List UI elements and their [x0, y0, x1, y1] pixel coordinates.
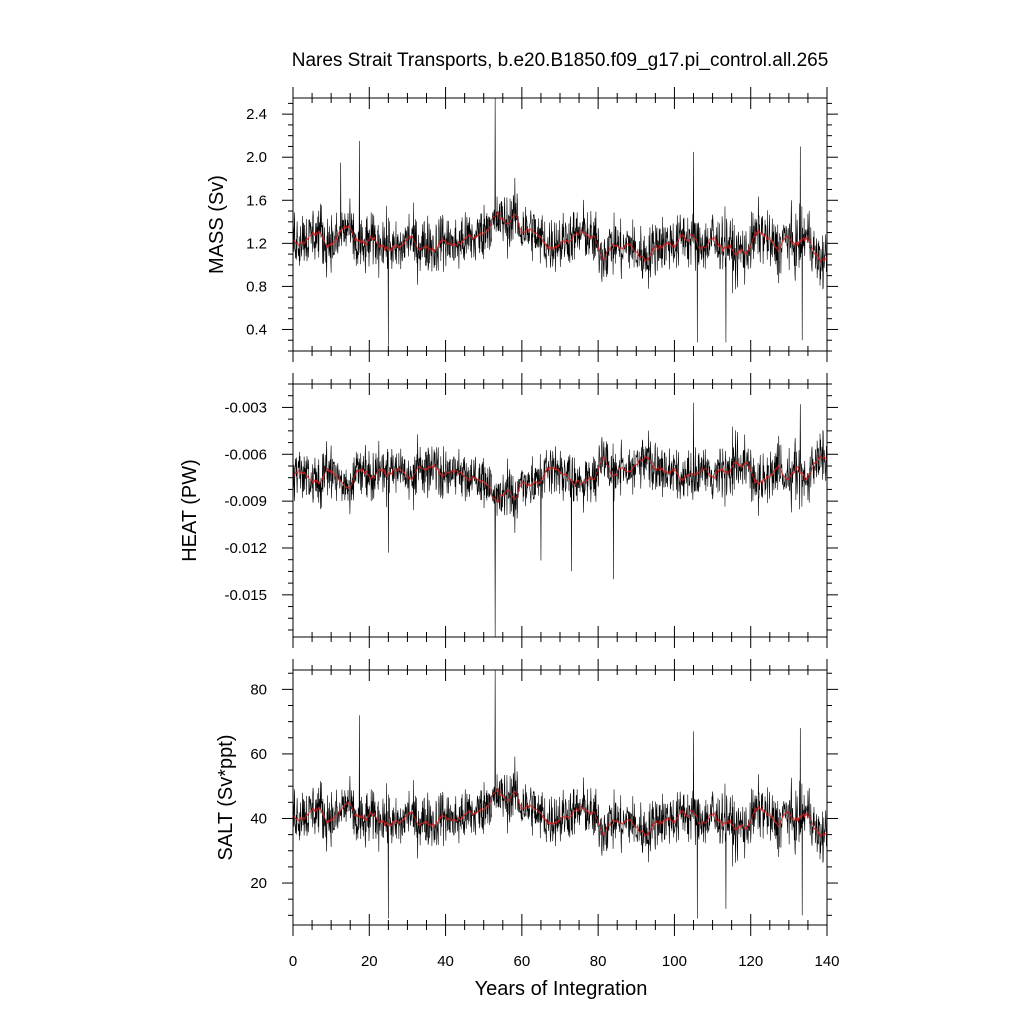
x-tick-label: 120 — [738, 953, 763, 970]
heat-panel: -0.003 -0.006 -0.009 -0.012 -0.015 HEAT (PW) — [179, 373, 838, 648]
x-tick-label: 60 — [514, 953, 531, 970]
panel-frame — [292, 383, 828, 638]
salt-panel: 20 40 60 80 SALT (Sv*ppt) — [215, 659, 838, 936]
series-monthly-line — [292, 402, 827, 638]
series-smoothed-line — [292, 454, 828, 504]
x-tick-label: 0 — [289, 953, 297, 970]
series-monthly-line — [292, 669, 827, 919]
x-axis-title: Years of Integration — [475, 978, 648, 1000]
y-tick-label: -0.009 — [224, 493, 267, 510]
y-tick-label: 0.8 — [246, 278, 267, 295]
chart-title: Nares Strait Transports, b.e20.B1850.f09… — [292, 50, 829, 71]
x-tick-label: 20 — [361, 953, 378, 970]
y-tick-label: 1.2 — [246, 235, 267, 252]
mass-panel: 0.4 0.8 1.2 1.6 2.0 2.4 MASS (Sv) — [206, 87, 838, 362]
series-monthly-line — [292, 97, 827, 346]
x-tick-label: 100 — [662, 953, 687, 970]
x-tick-label: 40 — [437, 953, 454, 970]
x-tick-label: 140 — [814, 953, 839, 970]
series-smoothed-line — [292, 211, 828, 263]
y-tick-label: -0.015 — [224, 587, 267, 604]
y-tick-label: -0.012 — [224, 540, 267, 557]
x-axis: 0 20 40 60 80 100 120 140 — [289, 953, 840, 970]
y-tick-label: 20 — [250, 875, 267, 892]
y-tick-label: 0.4 — [246, 321, 267, 338]
y-tick-label: -0.003 — [224, 399, 267, 416]
series-smoothed-line — [292, 787, 828, 838]
y-axis-title: MASS (Sv) — [206, 175, 228, 274]
x-tick-label: 80 — [590, 953, 607, 970]
y-tick-label: 60 — [250, 746, 267, 763]
y-tick-label: 80 — [250, 681, 267, 698]
y-tick-label: 1.6 — [246, 192, 267, 209]
y-tick-label: -0.006 — [224, 446, 267, 463]
y-axis-title: HEAT (PW) — [179, 459, 201, 562]
y-tick-label: 40 — [250, 810, 267, 827]
y-tick-label: 2.0 — [246, 149, 267, 166]
y-axis-title: SALT (Sv*ppt) — [215, 735, 237, 861]
y-tick-label: 2.4 — [246, 106, 267, 123]
